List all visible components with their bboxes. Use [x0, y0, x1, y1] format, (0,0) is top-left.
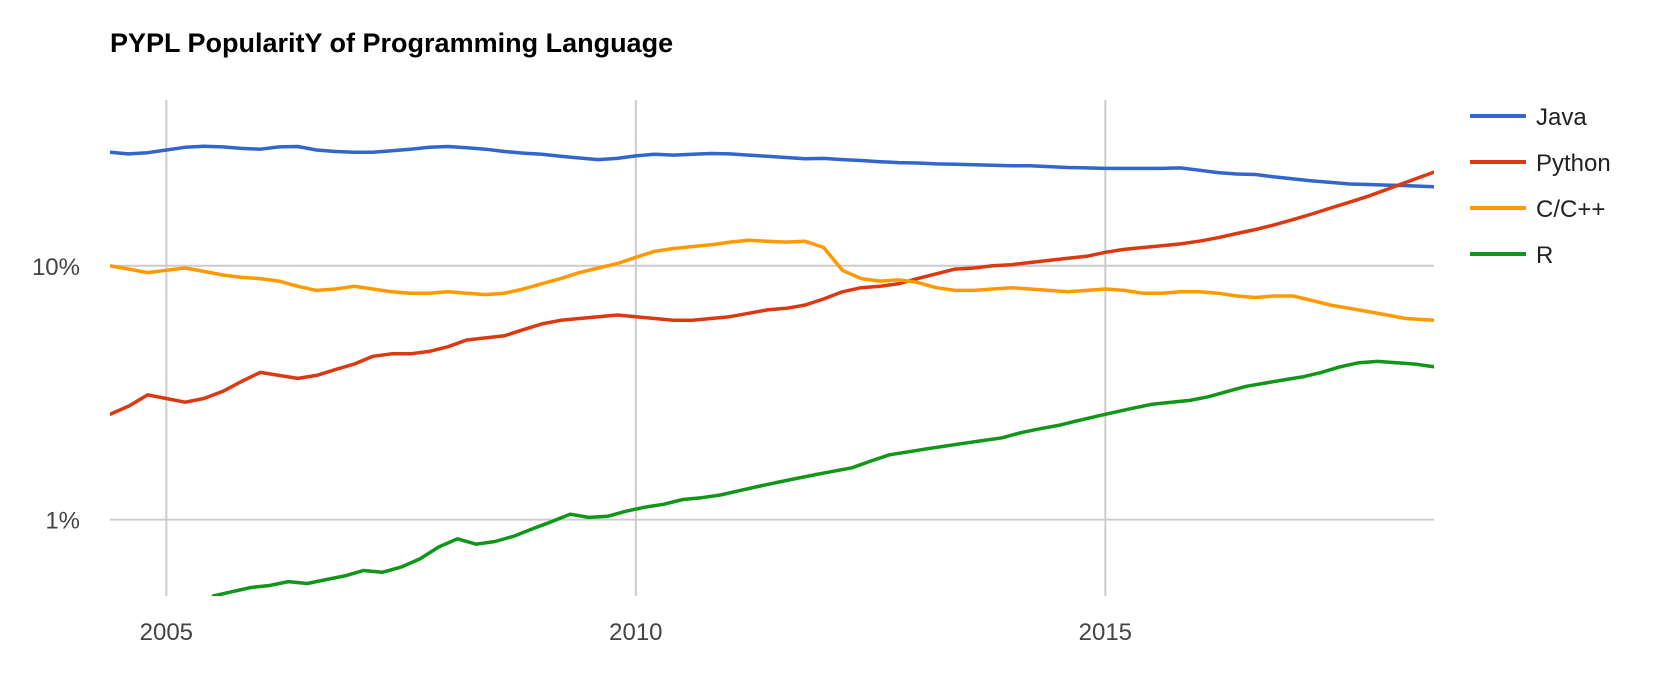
legend-label: R: [1536, 242, 1553, 269]
legend-label: C/C++: [1536, 196, 1605, 223]
series-line-python: [110, 170, 1434, 417]
y-tick-label: 10%: [32, 254, 80, 281]
x-tick-label: 2010: [609, 619, 662, 646]
series-line-c-c-: [110, 238, 1434, 323]
series-line-r: [211, 359, 1434, 596]
x-tick-label: 2015: [1079, 619, 1132, 646]
grid-layer: [110, 100, 1434, 596]
legend-label: Python: [1536, 150, 1611, 177]
series-layer: [110, 144, 1434, 596]
legend: Java Python C/C++ R: [1470, 104, 1611, 269]
x-tick-label: 2005: [140, 619, 193, 646]
series-line-java: [110, 144, 1434, 189]
legend-label: Java: [1536, 104, 1587, 131]
chart-title: PYPL PopularitY of Programming Language: [110, 28, 673, 58]
axis-layer: 2005 2010 2015 1% 10%: [32, 254, 1132, 646]
y-tick-label: 1%: [45, 508, 80, 535]
